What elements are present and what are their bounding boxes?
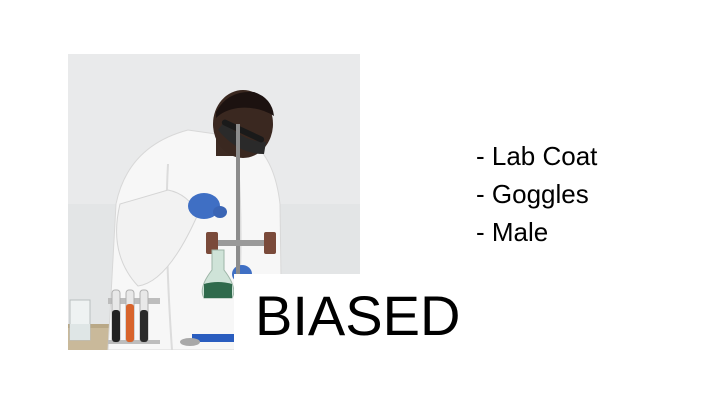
label-background bbox=[234, 274, 470, 356]
scientist-photo bbox=[68, 54, 360, 350]
attribute-lab-coat: - Lab Coat bbox=[476, 141, 598, 171]
biased-label: BIASED bbox=[255, 284, 461, 347]
attribute-list: - Lab Coat - Goggles - Male bbox=[476, 137, 597, 251]
attribute-male: - Male bbox=[476, 217, 549, 247]
attribute-goggles: - Goggles bbox=[476, 179, 589, 209]
